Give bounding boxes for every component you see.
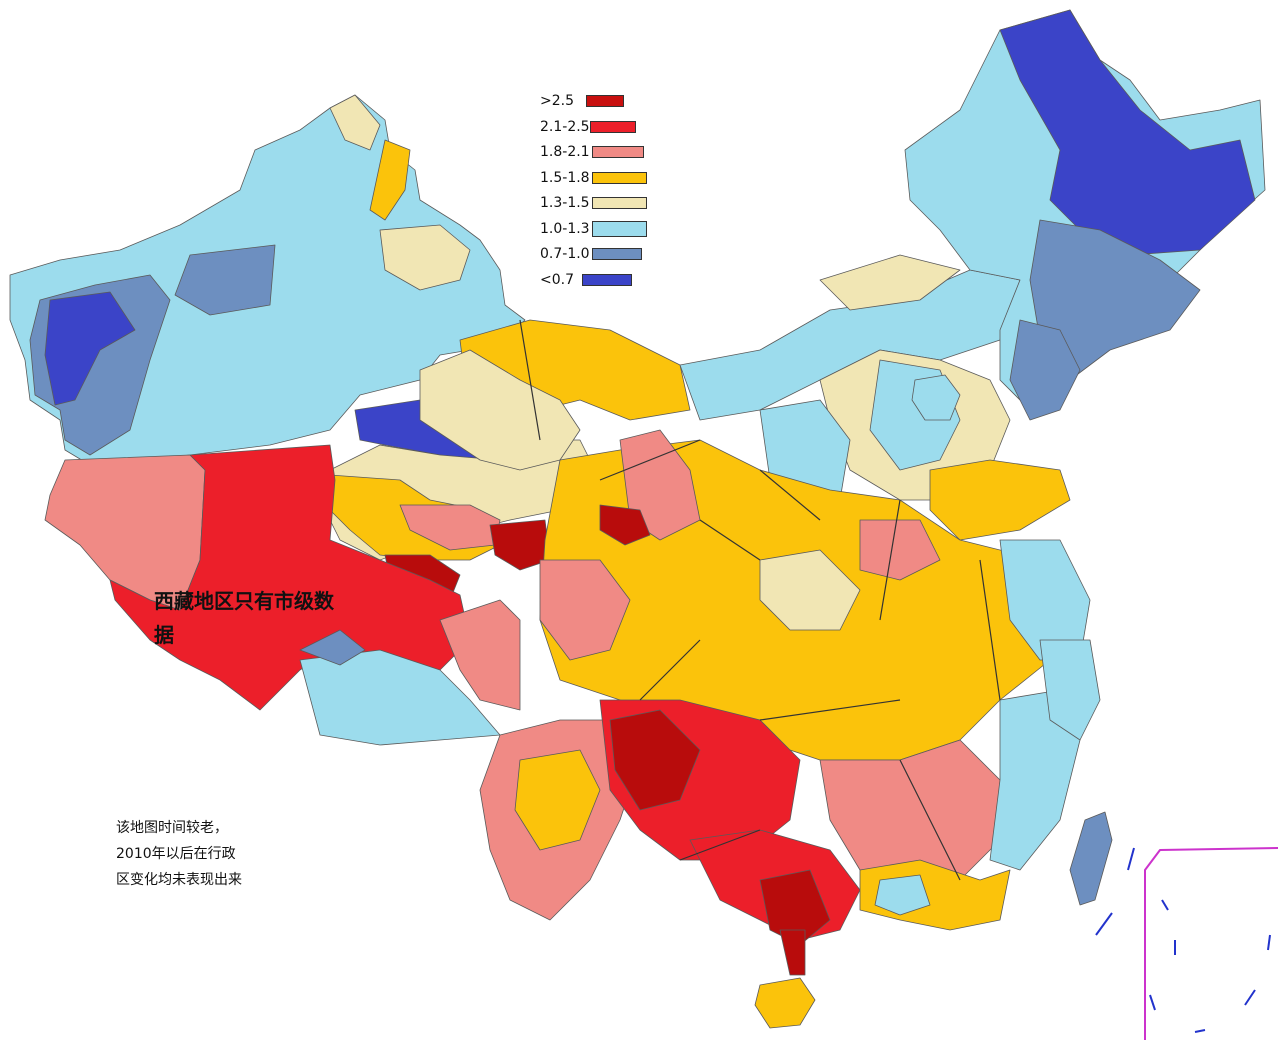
- region-sichuan-west-pink: [539, 559, 631, 661]
- region-heilongjiang-lowest: [999, 9, 1256, 256]
- region-zhejiang-blue: [1039, 639, 1101, 741]
- legend-label: 2.1-2.5: [540, 118, 590, 135]
- legend-label: 1.5-1.8: [540, 169, 590, 186]
- legend-item: 1.8-2.1: [540, 143, 670, 169]
- nine-dash-8: [1267, 934, 1271, 951]
- legend-swatch: [592, 171, 647, 184]
- legend-item: 0.7-1.0: [540, 245, 670, 271]
- legend-swatch: [590, 120, 636, 133]
- region-leizhou-darkred: [779, 929, 806, 976]
- legend-label: 0.7-1.0: [540, 246, 590, 262]
- region-shandong-mix: [929, 459, 1071, 541]
- region-beijing: [911, 374, 961, 421]
- legend-label: 1.3-1.5: [540, 195, 590, 211]
- legend-swatch: [586, 95, 624, 107]
- region-inner-mongolia-beige: [819, 254, 961, 311]
- legend-label: >2.5: [540, 93, 574, 109]
- region-guangxi-darkred: [759, 869, 831, 946]
- legend-item: 2.1-2.5: [540, 118, 670, 144]
- nine-dash-6: [1194, 1029, 1206, 1033]
- region-altay-yellow: [369, 139, 411, 221]
- region-yunnan-yellow: [514, 749, 601, 851]
- region-taiwan: [1069, 811, 1113, 906]
- south-china-sea-inset-frame: [1144, 847, 1279, 1040]
- tibet-data-note: 西藏地区只有市级数据: [154, 589, 334, 647]
- region-tibet-main: [109, 444, 471, 711]
- nine-dash-5: [1149, 994, 1156, 1011]
- legend-swatch: [592, 197, 647, 209]
- nine-dash-1: [1127, 847, 1135, 871]
- map-age-note: 该地图时间较老，2010年以后在行政区变化均未表现出来: [116, 820, 242, 888]
- region-tibet-east-pink: [439, 599, 521, 711]
- region-central-beige-patch: [759, 549, 861, 631]
- legend-item: 1.5-1.8: [540, 169, 670, 195]
- region-kashgar-lowest: [44, 291, 136, 406]
- legend-item: >2.5: [540, 92, 670, 118]
- region-golog-darkred: [489, 519, 551, 571]
- legend: >2.5 2.1-2.5 1.8-2.1 1.5-1.8 1.3-1.5 1.0…: [540, 92, 670, 296]
- region-xinjiang-north-beige: [329, 94, 381, 151]
- legend-swatch: [582, 273, 632, 286]
- region-xinjiang-east-beige: [379, 224, 471, 291]
- region-pearl-river-blue: [874, 874, 931, 916]
- region-liaoning-lower: [1009, 319, 1081, 421]
- region-hunan-jiangxi-mix: [819, 739, 1001, 891]
- legend-label: 1.8-2.1: [540, 144, 590, 160]
- region-aba-darkred: [599, 504, 651, 546]
- province-borders: [519, 319, 1001, 881]
- legend-label: <0.7: [540, 271, 574, 288]
- nine-dash-3: [1161, 899, 1169, 911]
- legend-item: <0.7: [540, 271, 670, 297]
- legend-label: 1.0-1.3: [540, 220, 590, 237]
- region-tibet-nyingchi: [299, 629, 366, 666]
- legend-swatch: [592, 220, 647, 237]
- legend-item: 1.0-1.3: [540, 220, 670, 246]
- region-hainan: [754, 977, 816, 1029]
- region-xinjiang-central-blue: [174, 244, 276, 316]
- region-guizhou-darkred: [609, 709, 701, 811]
- legend-item: 1.3-1.5: [540, 194, 670, 220]
- nine-dash-2: [1095, 912, 1113, 936]
- legend-swatch: [592, 248, 642, 260]
- nine-dash-7: [1244, 989, 1256, 1006]
- region-henan-pink: [859, 519, 941, 581]
- legend-swatch: [592, 146, 644, 158]
- region-jilin-lower: [1029, 219, 1201, 381]
